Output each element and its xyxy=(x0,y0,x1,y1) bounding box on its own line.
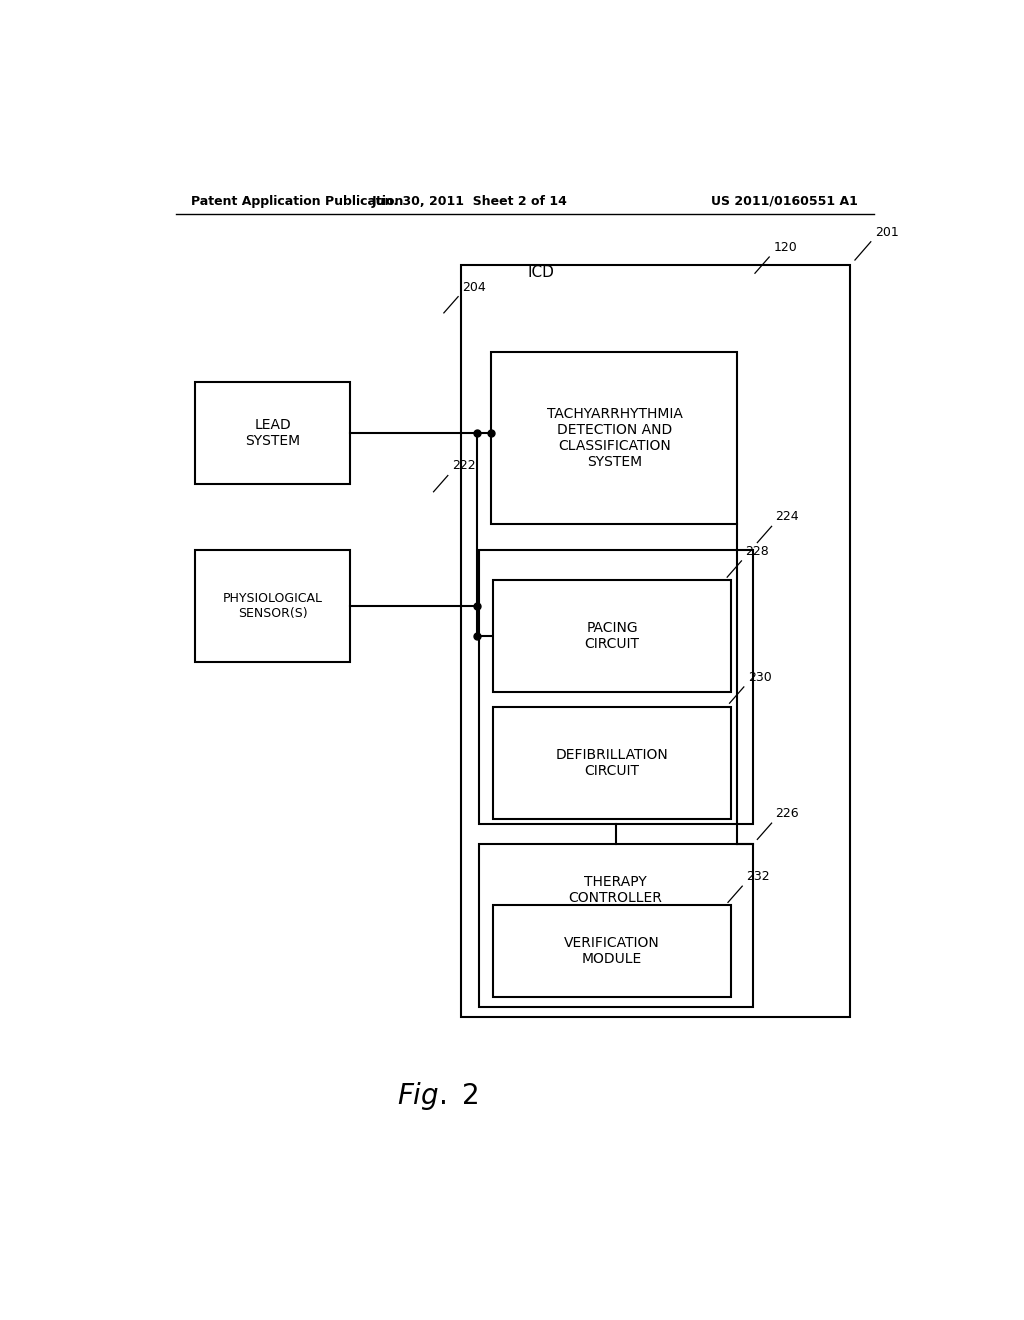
Text: PACING
CIRCUIT: PACING CIRCUIT xyxy=(585,620,640,651)
Text: PHYSIOLOGICAL
SENSOR(S): PHYSIOLOGICAL SENSOR(S) xyxy=(223,591,323,619)
Text: 204: 204 xyxy=(462,281,485,293)
Text: 120: 120 xyxy=(773,242,797,253)
Text: TACHYARRHYTHMIA
DETECTION AND
CLASSIFICATION
SYSTEM: TACHYARRHYTHMIA DETECTION AND CLASSIFICA… xyxy=(547,407,682,469)
Text: $\mathit{Fig.\ 2}$: $\mathit{Fig.\ 2}$ xyxy=(397,1080,478,1111)
Bar xyxy=(494,708,731,818)
Bar xyxy=(196,549,350,661)
Text: 222: 222 xyxy=(452,459,475,473)
Text: LEAD
SYSTEM: LEAD SYSTEM xyxy=(246,417,300,447)
Text: 201: 201 xyxy=(874,226,898,239)
Text: THERAPY
CONTROLLER: THERAPY CONTROLLER xyxy=(568,875,663,906)
Text: 226: 226 xyxy=(775,807,799,820)
Text: VERIFICATION
MODULE: VERIFICATION MODULE xyxy=(564,936,660,966)
Text: THERAPY
CIRCUIT: THERAPY CIRCUIT xyxy=(585,581,647,610)
Bar xyxy=(479,845,753,1007)
Text: 228: 228 xyxy=(745,545,769,558)
Text: 224: 224 xyxy=(775,511,799,523)
Text: 232: 232 xyxy=(746,870,770,883)
Bar xyxy=(494,906,731,997)
Text: ICD: ICD xyxy=(527,265,554,280)
Bar xyxy=(492,351,737,524)
Bar xyxy=(461,265,850,1018)
Text: DEFIBRILLATION
CIRCUIT: DEFIBRILLATION CIRCUIT xyxy=(556,748,669,779)
Bar xyxy=(196,381,350,483)
Text: US 2011/0160551 A1: US 2011/0160551 A1 xyxy=(712,194,858,207)
Text: 230: 230 xyxy=(748,671,771,684)
Bar xyxy=(479,549,753,824)
Text: Jun. 30, 2011  Sheet 2 of 14: Jun. 30, 2011 Sheet 2 of 14 xyxy=(372,194,567,207)
Bar xyxy=(494,581,731,692)
Text: Patent Application Publication: Patent Application Publication xyxy=(191,194,403,207)
